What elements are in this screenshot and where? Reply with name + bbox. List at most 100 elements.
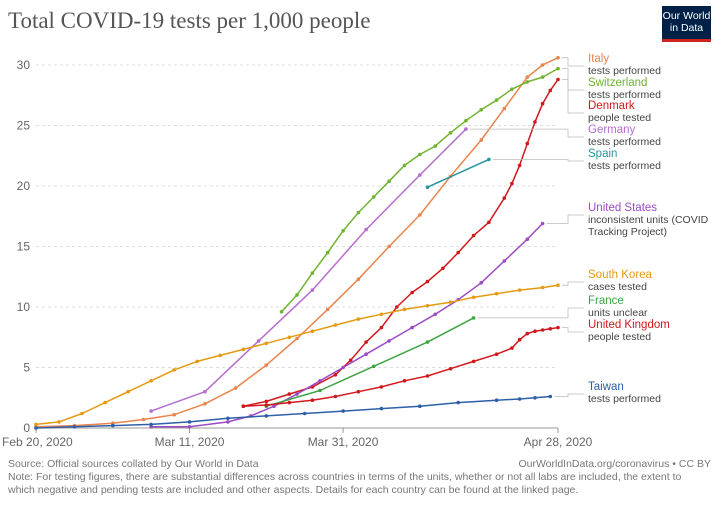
data-point[interactable] [333, 394, 338, 399]
data-point[interactable] [287, 400, 292, 405]
data-point[interactable] [433, 144, 438, 148]
data-point[interactable] [356, 210, 361, 215]
data-point[interactable] [540, 328, 545, 332]
data-point[interactable] [356, 317, 361, 321]
owid-logo[interactable]: Our World in Data [662, 6, 711, 42]
data-point[interactable] [479, 138, 484, 142]
data-point[interactable] [379, 312, 384, 317]
data-point[interactable] [502, 196, 507, 200]
data-point[interactable] [425, 340, 430, 344]
data-point[interactable] [287, 392, 292, 396]
data-point[interactable] [471, 359, 476, 364]
data-point[interactable] [310, 329, 315, 334]
data-point[interactable] [379, 325, 384, 330]
data-point[interactable] [410, 325, 414, 330]
series-line-germany[interactable] [150, 128, 467, 412]
data-point[interactable] [425, 279, 430, 284]
data-point[interactable] [341, 409, 345, 413]
data-point[interactable] [364, 227, 368, 232]
data-point[interactable] [218, 353, 222, 358]
data-point[interactable] [279, 310, 284, 314]
data-point[interactable] [379, 385, 384, 389]
data-point[interactable] [494, 98, 499, 102]
data-point[interactable] [379, 406, 384, 411]
series-line-spain[interactable] [427, 158, 490, 188]
data-point[interactable] [325, 307, 330, 312]
data-point[interactable] [172, 412, 176, 417]
data-point[interactable] [556, 283, 560, 288]
data-point[interactable] [333, 323, 338, 327]
data-point[interactable] [464, 127, 468, 131]
data-point[interactable] [525, 237, 530, 241]
data-point[interactable] [540, 221, 545, 226]
data-point[interactable] [525, 80, 530, 84]
data-point[interactable] [402, 163, 407, 168]
data-point[interactable] [387, 179, 391, 183]
data-point[interactable] [295, 336, 299, 341]
data-point[interactable] [479, 281, 484, 285]
data-point[interactable] [341, 229, 345, 233]
series-line-denmark[interactable] [243, 79, 559, 407]
data-point[interactable] [356, 277, 361, 282]
data-point[interactable] [448, 300, 453, 305]
data-point[interactable] [226, 420, 230, 424]
data-point[interactable] [264, 414, 269, 418]
data-point[interactable] [456, 400, 461, 405]
data-point[interactable] [494, 352, 499, 357]
data-point[interactable] [471, 295, 476, 300]
data-point[interactable] [126, 389, 130, 394]
data-point[interactable] [325, 250, 330, 255]
data-point[interactable] [517, 397, 522, 401]
data-point[interactable] [57, 420, 61, 424]
data-point[interactable] [149, 409, 153, 413]
data-point[interactable] [356, 389, 361, 394]
data-point[interactable] [387, 339, 391, 343]
data-point[interactable] [548, 327, 553, 331]
data-point[interactable] [487, 157, 491, 162]
data-point[interactable] [287, 335, 292, 340]
data-point[interactable] [172, 368, 176, 372]
data-point[interactable] [494, 291, 499, 296]
data-point[interactable] [372, 364, 376, 369]
data-point[interactable] [517, 337, 522, 342]
data-point[interactable] [471, 233, 476, 238]
data-point[interactable] [341, 365, 345, 370]
data-point[interactable] [395, 305, 399, 309]
data-point[interactable] [510, 181, 514, 186]
data-point[interactable] [418, 213, 422, 217]
data-point[interactable] [533, 396, 537, 400]
data-point[interactable] [295, 293, 299, 297]
series-line-taiwan[interactable] [35, 395, 551, 429]
data-point[interactable] [418, 404, 422, 409]
data-point[interactable] [318, 379, 322, 383]
data-point[interactable] [103, 400, 107, 405]
data-point[interactable] [233, 386, 238, 390]
data-point[interactable] [540, 101, 545, 106]
data-point[interactable] [310, 398, 315, 403]
data-point[interactable] [556, 325, 560, 330]
data-point[interactable] [264, 363, 269, 367]
data-point[interactable] [310, 271, 315, 275]
data-point[interactable] [195, 359, 199, 364]
data-point[interactable] [295, 392, 299, 396]
license-link[interactable]: OurWorldInData.org/coronavirus • CC BY [518, 458, 711, 470]
data-point[interactable] [510, 346, 514, 350]
data-point[interactable] [556, 77, 560, 82]
series-line-switzerland[interactable] [281, 67, 559, 313]
data-point[interactable] [264, 399, 269, 404]
data-point[interactable] [187, 425, 192, 429]
data-point[interactable] [372, 195, 376, 199]
data-point[interactable] [302, 411, 307, 416]
data-point[interactable] [272, 404, 276, 409]
data-point[interactable] [464, 118, 468, 123]
data-point[interactable] [433, 312, 438, 317]
data-point[interactable] [471, 316, 476, 320]
data-point[interactable] [364, 340, 368, 344]
data-point[interactable] [256, 339, 261, 343]
